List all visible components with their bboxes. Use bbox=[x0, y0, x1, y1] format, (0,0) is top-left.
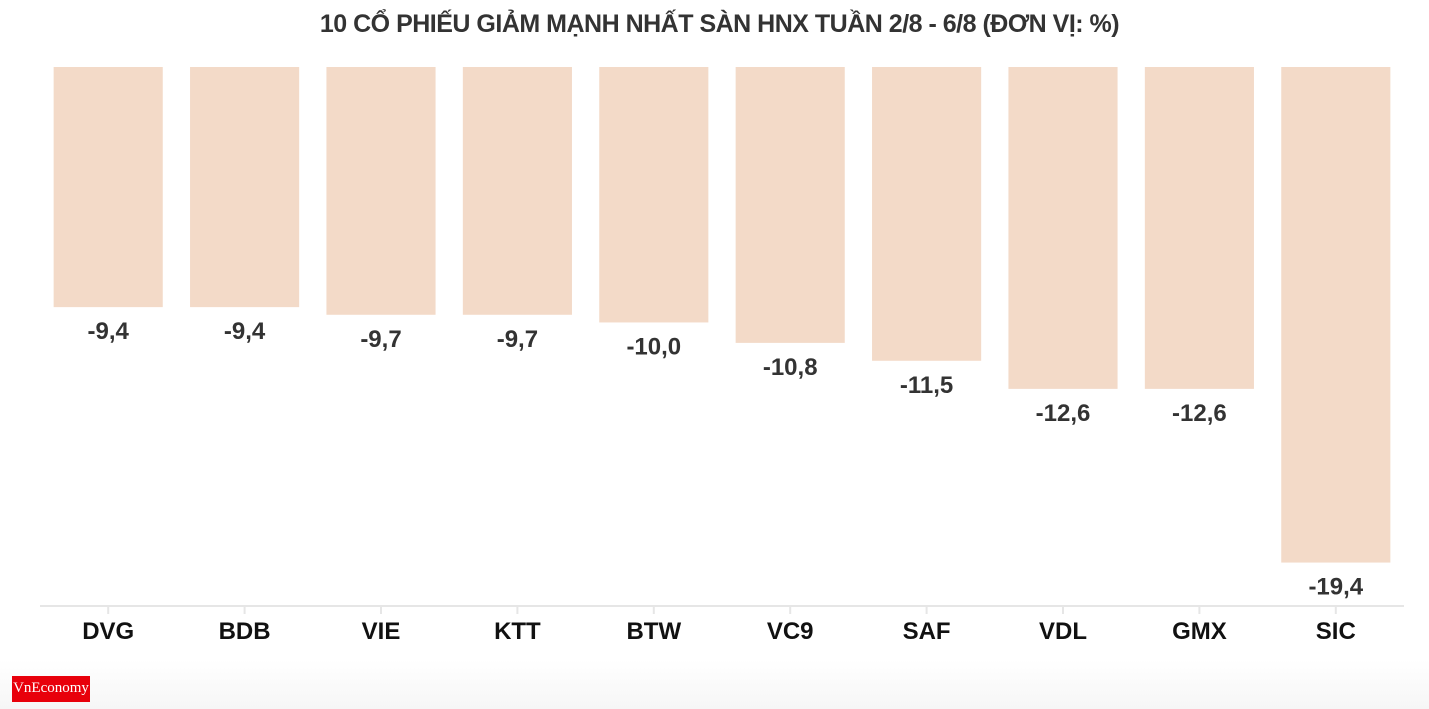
bar-sic bbox=[1281, 67, 1391, 563]
bar-dvg bbox=[53, 67, 163, 308]
x-tick-label: VC9 bbox=[767, 618, 814, 645]
data-label: -19,4 bbox=[1308, 574, 1363, 601]
bar-vdl bbox=[1008, 67, 1118, 389]
x-tick-label: DVG bbox=[82, 618, 134, 645]
data-label: -12,6 bbox=[1036, 400, 1091, 427]
x-tick-label: BTW bbox=[626, 618, 681, 645]
x-tick-label: KTT bbox=[494, 618, 541, 645]
x-tick-label: SAF bbox=[903, 618, 951, 645]
vneconomy-logo: VnEconomy bbox=[12, 676, 90, 702]
bar-bdb bbox=[190, 67, 300, 308]
data-label: -9,7 bbox=[360, 326, 401, 353]
data-label: -9,4 bbox=[88, 318, 130, 345]
bar-vc9 bbox=[735, 67, 845, 343]
x-tick-label: BDB bbox=[219, 618, 271, 645]
chart-title: 10 CỔ PHIẾU GIẢM MẠNH NHẤT SÀN HNX TUẦN … bbox=[319, 10, 1120, 38]
bar-vie bbox=[326, 67, 436, 315]
data-label: -10,0 bbox=[626, 333, 681, 360]
x-tick-label: GMX bbox=[1172, 618, 1227, 645]
x-tick-label: VDL bbox=[1039, 618, 1087, 645]
footer-band bbox=[0, 660, 1429, 709]
bar-saf bbox=[872, 67, 982, 361]
bar-btw bbox=[599, 67, 709, 323]
data-label: -10,8 bbox=[763, 354, 818, 381]
bar-gmx bbox=[1144, 67, 1254, 389]
x-tick-label: VIE bbox=[362, 618, 401, 645]
data-label: -9,7 bbox=[497, 326, 538, 353]
data-label: -9,4 bbox=[224, 318, 266, 345]
bar-ktt bbox=[462, 67, 572, 315]
data-label: -12,6 bbox=[1172, 400, 1227, 427]
data-label: -11,5 bbox=[900, 372, 953, 399]
x-tick-label: SIC bbox=[1316, 618, 1356, 645]
